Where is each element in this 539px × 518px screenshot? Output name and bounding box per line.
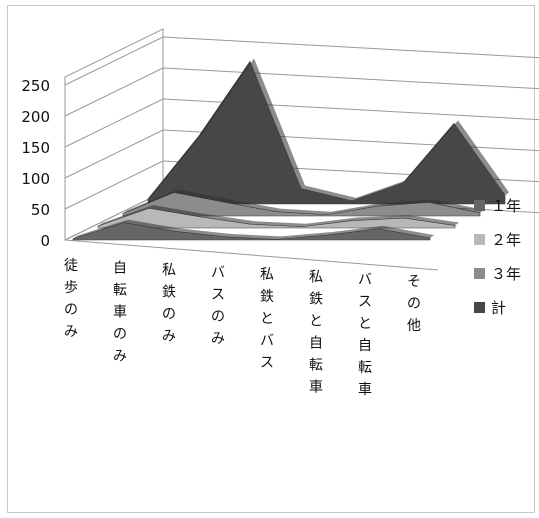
series-4 bbox=[147, 58, 509, 205]
gridline-back bbox=[162, 67, 539, 90]
legend-item: ３年 bbox=[474, 265, 521, 283]
series-top-edge-4 bbox=[148, 58, 509, 201]
legend-item: １年 bbox=[474, 197, 521, 215]
x-category-char: バ bbox=[260, 333, 274, 349]
x-category-char: と bbox=[309, 314, 323, 330]
x-category-char: 私 bbox=[260, 267, 274, 283]
y-tick-label: 250 bbox=[21, 77, 50, 95]
gridline-side bbox=[64, 36, 164, 86]
x-category-char: バ bbox=[211, 265, 225, 281]
x-category-char: 徒 bbox=[64, 258, 78, 274]
x-category-char: 転 bbox=[309, 358, 323, 374]
legend-label: 計 bbox=[491, 299, 506, 317]
x-category-char: の bbox=[407, 296, 421, 312]
x-category-char: み bbox=[162, 329, 176, 345]
x-category-char: の bbox=[211, 309, 225, 325]
y-tick-label: 200 bbox=[21, 108, 50, 126]
x-category-char: み bbox=[211, 331, 225, 347]
x-category-char: 私 bbox=[162, 263, 176, 279]
x-category-char: ス bbox=[260, 355, 274, 371]
x-category-char: ス bbox=[358, 294, 372, 310]
legend: １年 ２年 ３年計 bbox=[474, 197, 521, 317]
x-category-char: 転 bbox=[358, 360, 372, 376]
x-category-char: の bbox=[64, 302, 78, 318]
x-category-char: バ bbox=[358, 272, 372, 288]
legend-swatch bbox=[474, 268, 485, 279]
y-tick-label: 100 bbox=[21, 170, 50, 188]
series-2 bbox=[97, 205, 459, 229]
series-3 bbox=[122, 189, 484, 217]
legend-item: 計 bbox=[474, 299, 506, 317]
x-category-char: 転 bbox=[113, 282, 127, 298]
series-top-edge-2 bbox=[98, 205, 459, 227]
x-category-char: 自 bbox=[358, 338, 372, 354]
y-axis: 250 200 150 100 50 0 bbox=[21, 77, 50, 250]
y-tick-label: 150 bbox=[21, 139, 50, 157]
y-tick-label: 50 bbox=[31, 201, 50, 219]
x-category-char: 鉄 bbox=[309, 292, 323, 308]
x-category-char: 他 bbox=[407, 318, 421, 334]
gridline-side bbox=[64, 160, 164, 210]
x-category-char: そ bbox=[407, 274, 421, 290]
gridline-back bbox=[162, 36, 539, 59]
gridline-side bbox=[64, 98, 164, 148]
series-top-edge-3 bbox=[123, 189, 484, 215]
series-top-edge-1 bbox=[73, 219, 434, 240]
gridline-side bbox=[64, 67, 164, 117]
floor-edge bbox=[64, 239, 439, 271]
x-category-char: み bbox=[113, 348, 127, 364]
x-category-char: ス bbox=[211, 287, 225, 303]
gridline-side bbox=[64, 129, 164, 179]
legend-label: ２年 bbox=[491, 231, 521, 249]
gridline-side bbox=[64, 191, 164, 241]
x-category-char: の bbox=[113, 326, 127, 342]
legend-label: ３年 bbox=[491, 265, 521, 283]
x-category-char: と bbox=[358, 316, 372, 332]
chart-frame bbox=[7, 5, 535, 513]
legend-item: ２年 bbox=[474, 231, 521, 249]
x-category-char: 鉄 bbox=[162, 285, 176, 301]
x-category-char: 自 bbox=[113, 260, 127, 276]
y-tick-label: 0 bbox=[40, 232, 50, 250]
series-1 bbox=[72, 219, 434, 241]
legend-label: １年 bbox=[491, 197, 521, 215]
x-category-char: 自 bbox=[309, 336, 323, 352]
x-category-char: 歩 bbox=[64, 280, 78, 296]
x-category-char: 私 bbox=[309, 270, 323, 286]
x-category-label: その他 bbox=[407, 274, 421, 334]
x-category-char: み bbox=[64, 324, 78, 340]
x-category-char: 鉄 bbox=[260, 289, 274, 305]
x-category-char: 車 bbox=[113, 303, 127, 320]
x-category-char: 車 bbox=[309, 379, 323, 396]
legend-swatch bbox=[474, 200, 485, 211]
series-layer bbox=[72, 58, 509, 241]
x-category-char: の bbox=[162, 307, 176, 323]
legend-swatch bbox=[474, 302, 485, 313]
x-category-char: と bbox=[260, 311, 274, 327]
legend-swatch bbox=[474, 234, 485, 245]
x-category-char: 車 bbox=[358, 381, 372, 398]
